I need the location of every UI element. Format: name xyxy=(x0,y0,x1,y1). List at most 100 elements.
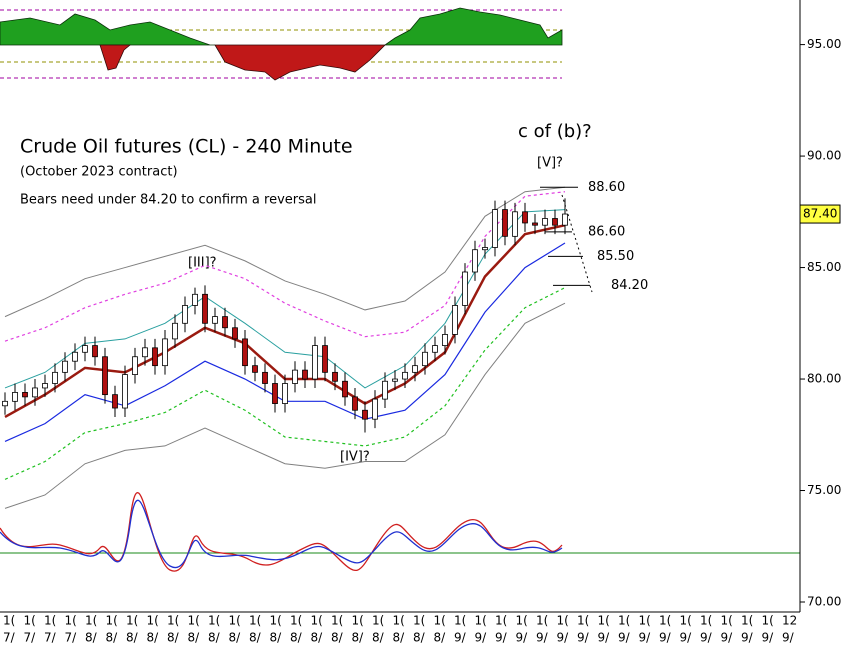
x-tick-label: 1( xyxy=(741,614,753,628)
candle-body xyxy=(142,347,148,358)
x-tick-label: 1( xyxy=(413,614,425,628)
x-tick-label: 1( xyxy=(639,614,651,628)
projection-line xyxy=(561,194,593,293)
x-tick-label: 8/ xyxy=(106,631,119,645)
x-tick-label: 9/ xyxy=(598,631,611,645)
candle-body xyxy=(192,293,198,306)
level-label: 85.50 xyxy=(597,249,634,264)
x-tick-label: 1( xyxy=(249,614,261,628)
candle-body xyxy=(2,400,8,407)
candle-body xyxy=(502,209,508,237)
x-tick-label: 1( xyxy=(208,614,220,628)
x-tick-label: 9/ xyxy=(762,631,775,645)
candle-body xyxy=(282,383,288,404)
wave-label: [V]? xyxy=(537,156,563,171)
x-tick-label: 12 xyxy=(782,614,797,628)
last-price-box xyxy=(799,204,841,224)
x-tick-label: 8/ xyxy=(331,631,344,645)
candle-body xyxy=(392,378,398,382)
x-tick-label: 7/ xyxy=(24,631,37,645)
wave-label: [III]? xyxy=(188,256,217,271)
x-tick-label: 8/ xyxy=(167,631,180,645)
candle-body xyxy=(172,322,178,340)
candle-body xyxy=(512,211,518,237)
x-tick-label: 8/ xyxy=(311,631,324,645)
x-tick-label: 1( xyxy=(126,614,138,628)
candle-body xyxy=(542,218,548,226)
candle-body xyxy=(52,371,58,384)
x-tick-label: 8/ xyxy=(352,631,365,645)
x-tick-label: 9/ xyxy=(454,631,467,645)
y-tick-label: 70.00 xyxy=(807,595,841,609)
x-tick-label: 8/ xyxy=(393,631,406,645)
candle-body xyxy=(132,356,138,375)
candle-body xyxy=(352,396,358,411)
x-tick-label: 1( xyxy=(557,614,569,628)
x-tick-label: 1( xyxy=(618,614,630,628)
x-tick-label: 9/ xyxy=(700,631,713,645)
band-line xyxy=(4,287,566,480)
x-tick-label: 1( xyxy=(762,614,774,628)
x-tick-label: 8/ xyxy=(208,631,221,645)
candle-body xyxy=(422,351,428,367)
x-tick-label: 1( xyxy=(331,614,343,628)
candle-body xyxy=(552,218,558,226)
x-tick-label: 9/ xyxy=(577,631,590,645)
x-tick-label: 8/ xyxy=(290,631,303,645)
wave-label: [IV]? xyxy=(340,450,370,465)
candle-body xyxy=(202,293,208,324)
x-tick-label: 1( xyxy=(475,614,487,628)
x-tick-label: 9/ xyxy=(516,631,529,645)
x-tick-label: 1( xyxy=(167,614,179,628)
x-tick-label: 7/ xyxy=(65,631,78,645)
candle-body xyxy=(362,409,368,420)
candle-body xyxy=(122,374,128,409)
x-tick-label: 9/ xyxy=(475,631,488,645)
x-tick-label: 1( xyxy=(598,614,610,628)
x-tick-label: 8/ xyxy=(372,631,385,645)
candle-body xyxy=(62,360,68,373)
candle-body xyxy=(162,338,168,367)
x-tick-label: 9/ xyxy=(741,631,754,645)
x-tick-label: 8/ xyxy=(270,631,283,645)
note: Bears need under 84.20 to confirm a reve… xyxy=(20,193,316,208)
candle-body xyxy=(262,371,268,384)
x-tick-label: 1( xyxy=(229,614,241,628)
candle-body xyxy=(32,387,38,398)
last-price-label: 87.40 xyxy=(803,207,837,221)
x-tick-label: 9/ xyxy=(639,631,652,645)
level-label: 86.60 xyxy=(588,224,625,239)
candle-body xyxy=(462,271,468,306)
x-tick-label: 9/ xyxy=(618,631,631,645)
x-tick-label: 7/ xyxy=(44,631,57,645)
candle-body xyxy=(442,334,448,346)
candle-body xyxy=(412,365,418,373)
x-tick-label: 9/ xyxy=(557,631,570,645)
candle-body xyxy=(332,371,338,382)
candle-body xyxy=(152,347,158,367)
candle-body xyxy=(482,247,488,251)
x-tick-label: 1( xyxy=(577,614,589,628)
x-tick-label: 1( xyxy=(721,614,733,628)
candle-body xyxy=(492,209,498,248)
x-tick-label: 1( xyxy=(311,614,323,628)
x-tick-label: 1( xyxy=(434,614,446,628)
x-tick-label: 8/ xyxy=(249,631,262,645)
x-tick-label: 1( xyxy=(270,614,282,628)
x-tick-label: 9/ xyxy=(659,631,672,645)
x-tick-label: 1( xyxy=(352,614,364,628)
x-tick-label: 8/ xyxy=(229,631,242,645)
x-tick-label: 1( xyxy=(516,614,528,628)
x-tick-label: 8/ xyxy=(85,631,98,645)
oscillator xyxy=(0,492,800,572)
x-tick-label: 9/ xyxy=(680,631,693,645)
candle-body xyxy=(522,211,528,224)
band-line xyxy=(4,209,566,389)
x-tick-label: 1( xyxy=(680,614,692,628)
level-label: 84.20 xyxy=(611,278,648,293)
x-tick-label: 1( xyxy=(393,614,405,628)
x-tick-label: 9/ xyxy=(536,631,549,645)
x-tick-label: 1( xyxy=(372,614,384,628)
candle-body xyxy=(472,249,478,273)
